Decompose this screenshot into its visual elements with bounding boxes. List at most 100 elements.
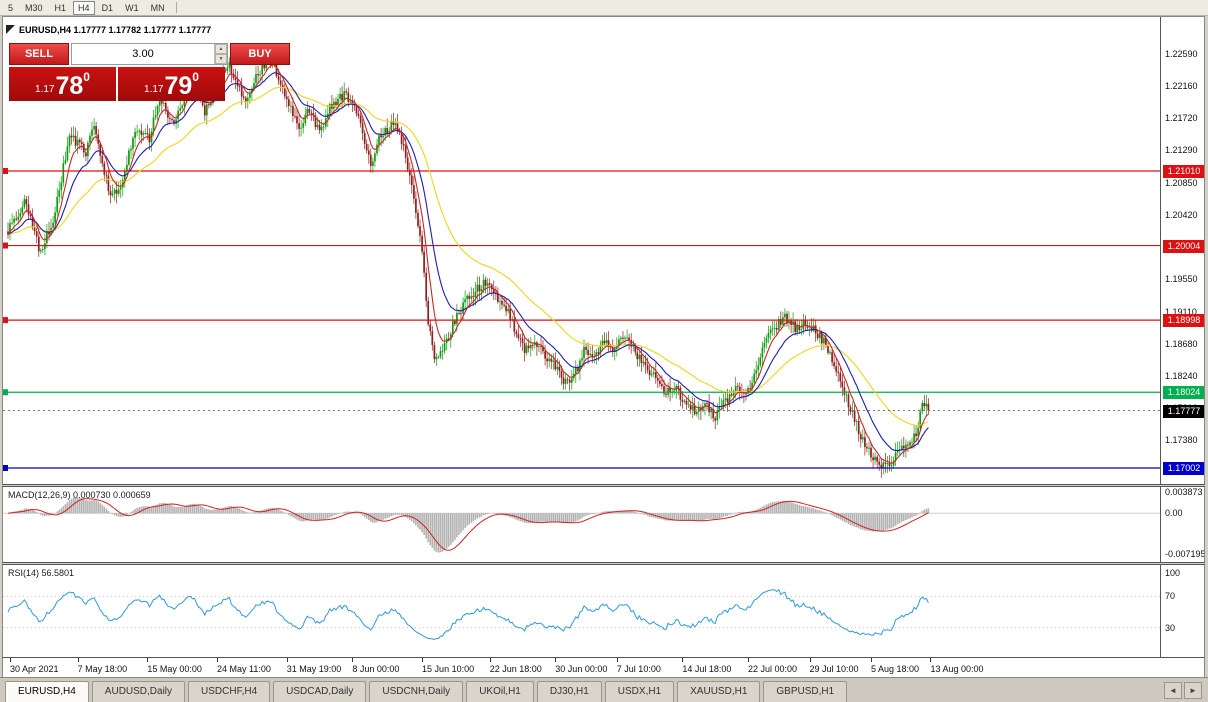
time-tick (10, 658, 11, 662)
bid-quote[interactable]: 1.17 78 0 (9, 67, 116, 101)
timeframe-w1-button[interactable]: W1 (120, 1, 144, 15)
bid-pip-digit: 0 (83, 70, 90, 84)
volume-input[interactable] (72, 44, 214, 64)
price-tick-label: 1.17380 (1165, 434, 1198, 445)
price-tick-label: 1.19110 (1165, 306, 1197, 317)
time-axis-label: 7 May 18:00 (77, 664, 128, 674)
chart-tab-usdcad[interactable]: USDCAD,Daily (273, 681, 367, 702)
ask-quote[interactable]: 1.17 79 0 (118, 67, 225, 101)
hline-marker-1.18024 (3, 389, 8, 396)
volume-stepper[interactable]: ▲ ▼ (71, 43, 228, 65)
macd-plot[interactable] (3, 487, 1160, 562)
time-tick (286, 658, 288, 662)
rsi-line (7, 588, 929, 640)
time-axis-label: 22 Jul 00:00 (748, 664, 798, 674)
time-axis-label: 24 May 11:00 (217, 664, 271, 674)
chart-tab-usdx[interactable]: USDX,H1 (604, 681, 675, 702)
tabs-scroll-left-button[interactable]: ◄ (1164, 681, 1182, 699)
macd-axis-label: -0.007195 (1165, 548, 1205, 559)
chart-tab-usdchf[interactable]: USDCHF,H4 (188, 681, 271, 702)
time-axis-label: 13 Aug 00:00 (930, 664, 984, 674)
ask-prefix: 1.17 (144, 84, 164, 95)
price-tick-label: 1.22160 (1165, 80, 1198, 91)
buy-button[interactable]: BUY (230, 43, 290, 65)
timeframe-d1-button[interactable]: D1 (97, 1, 119, 15)
rsi-plot[interactable] (3, 565, 1160, 657)
rsi-panel-splitter[interactable] (2, 562, 1205, 565)
volume-spin-buttons: ▲ ▼ (214, 44, 227, 64)
price-tick-label: 1.19550 (1165, 274, 1198, 285)
time-axis-label: 5 Aug 18:00 (871, 664, 920, 674)
timeframe-toolbar: 5 M30 H1 H4 D1 W1 MN (0, 0, 1208, 16)
price-axis[interactable]: 1.22590 1.22160 1.21720 1.21290 1.20850 1.204… (1160, 17, 1204, 484)
chart-tabs: EURUSD,H4 AUDUSD,Daily USDCHF,H4 USDCAD,Dai… (0, 678, 1158, 702)
chart-tab-dj30[interactable]: DJ30,H1 (536, 681, 602, 702)
bear-candle-bodies (7, 59, 930, 469)
hline-marker-1.18998 (3, 317, 8, 324)
price-tick-label: 1.18680 (1165, 338, 1198, 349)
price-tick-label: 1.20850 (1165, 177, 1198, 188)
rsi-axis[interactable]: 100 70 30 (1160, 565, 1204, 657)
ma-red-line (7, 64, 929, 464)
rsi-indicator-panel: 100 70 30 RSI(14) 56.5801 (2, 565, 1205, 657)
time-axis-label: 29 Jul 10:00 (809, 664, 859, 674)
time-tick (616, 658, 618, 662)
trade-controls-row: SELL ▲ ▼ BUY (9, 43, 290, 65)
bear-candle-wicks (7, 54, 929, 478)
chart-tab-usdcnh[interactable]: USDCNH,Daily (369, 681, 464, 702)
rsi-label: RSI(14) 56.5801 (8, 568, 75, 578)
time-axis-label: 8 Jun 00:00 (352, 664, 400, 674)
macd-signal-line (7, 498, 929, 551)
chart-tab-ukoil[interactable]: UKOil,H1 (466, 681, 534, 702)
macd-panel-splitter[interactable] (2, 484, 1205, 487)
time-axis-label: 15 May 00:00 (147, 664, 202, 674)
time-axis[interactable]: 30 Apr 2021 7 May 18:00 15 May 00:00 24 May… (2, 657, 1205, 677)
macd-label: MACD(12,26,9) 0.000730 0.000659 (8, 490, 151, 500)
time-tick (930, 658, 932, 662)
chart-tab-xauusd[interactable]: XAUUSD,H1 (677, 681, 761, 702)
price-chart-panel: 1.22590 1.22160 1.21720 1.21290 1.20850 1.204… (2, 16, 1205, 484)
hline-marker-1.20004 (3, 242, 8, 249)
time-axis-label: 15 Jun 10:00 (422, 664, 475, 674)
time-tick (871, 658, 872, 662)
chart-tabs-bar: EURUSD,H4 AUDUSD,Daily USDCHF,H4 USDCAD,Dai… (0, 677, 1208, 702)
rsi-axis-label: 70 (1165, 591, 1176, 602)
macd-axis-label: 0.00 (1165, 508, 1183, 519)
timeframe-h1-button[interactable]: H1 (50, 1, 72, 15)
time-tick (555, 658, 557, 662)
price-tick-label: 1.22590 (1165, 48, 1198, 59)
chart-tab-gbpusd[interactable]: GBPUSD,H1 (763, 681, 848, 702)
hline-marker-1.21010 (3, 168, 8, 174)
ma-blue-line (7, 72, 929, 451)
timeframe-5-button[interactable]: 5 (3, 1, 18, 15)
chart-tab-audusd[interactable]: AUDUSD,Daily (91, 681, 186, 702)
time-tick (352, 658, 354, 662)
time-tick (217, 658, 219, 662)
ask-big-digits: 79 (164, 72, 193, 100)
timeframe-h4-button[interactable]: H4 (73, 0, 95, 15)
bid-prefix: 1.17 (35, 84, 55, 95)
time-axis-label: 30 Jun 00:00 (555, 664, 608, 674)
rsi-axis-label: 100 (1165, 568, 1181, 578)
tabs-scroll-right-button[interactable]: ► (1184, 681, 1202, 699)
volume-down-button[interactable]: ▼ (215, 54, 227, 64)
time-tick (77, 658, 79, 662)
time-tick (809, 658, 811, 662)
bull-candle-bodies (9, 59, 928, 469)
timeframe-m30-button[interactable]: M30 (20, 1, 48, 15)
time-axis-label: 22 Jun 18:00 (489, 664, 542, 674)
time-tick (748, 658, 749, 662)
one-click-collapse-icon[interactable] (6, 25, 15, 34)
bid-big-digits: 78 (55, 72, 84, 100)
price-chart-plot[interactable] (3, 17, 1160, 483)
price-tick-label: 1.18240 (1165, 371, 1198, 382)
chart-tab-eurusd[interactable]: EURUSD,H4 (5, 681, 89, 702)
sell-button[interactable]: SELL (9, 43, 69, 65)
hline-marker-1.17002 (3, 464, 8, 471)
macd-axis[interactable]: 0.003873 0.00 -0.007195 (1160, 487, 1205, 562)
volume-up-button[interactable]: ▲ (215, 44, 227, 54)
timeframe-mn-button[interactable]: MN (146, 1, 170, 15)
toolbar-separator (175, 2, 177, 13)
rsi-axis-label: 30 (1165, 622, 1176, 633)
